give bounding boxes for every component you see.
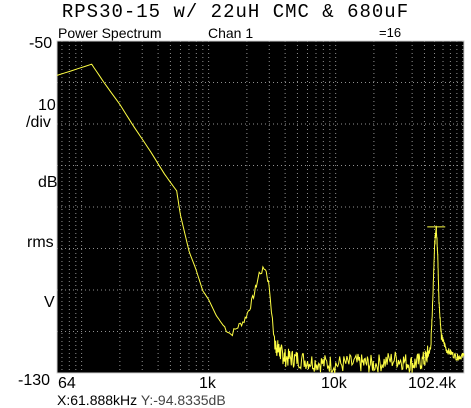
y-tick-label: -50 [29,35,53,52]
y-tick-label: 10 [38,97,56,114]
x-tick-label: 1k [199,375,216,392]
x-tick-label: 64 [58,375,76,392]
y-tick-label: rms [27,234,54,251]
channel-label: Chan 1 [208,25,254,41]
y-tick-label: V [44,294,55,311]
cursor-y-readout: Y:-94.8335dB [140,392,226,408]
y-tick-label: -130 [18,372,51,389]
chart-title: RPS30-15 w/ 22uH CMC & 680uF [61,1,410,23]
cursor-readout: X:61.888kHz Y:-94.8335dB [57,392,226,408]
y-tick-label: dB [38,174,58,191]
cursor-x-readout: X:61.888kHz [57,392,138,408]
plot-area [56,40,465,374]
average-count: =16 [379,25,402,40]
y-tick-label: /div [26,114,51,131]
x-tick-label: 10k [321,375,347,392]
x-tick-label: 102.4k [408,375,457,392]
measurement-mode: Power Spectrum [58,25,162,41]
spectrum-trace [56,63,465,374]
